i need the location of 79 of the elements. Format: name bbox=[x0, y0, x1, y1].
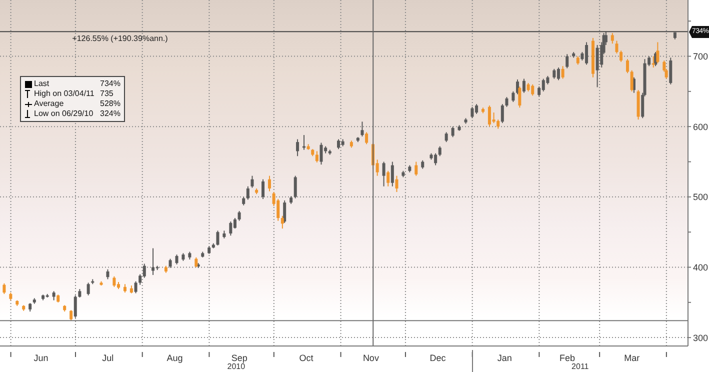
x-tick-label: Jan bbox=[497, 353, 512, 363]
candlestick bbox=[620, 50, 623, 62]
candlestick bbox=[512, 90, 515, 102]
candlestick bbox=[610, 32, 614, 44]
candlestick bbox=[556, 67, 560, 81]
candlestick bbox=[168, 258, 172, 268]
text: 2011 bbox=[570, 362, 590, 371]
annotation: Low on 06/29/10 324% bbox=[34, 109, 120, 119]
candlestick bbox=[52, 290, 56, 301]
candlestick bbox=[283, 200, 286, 224]
x-tick-label: Jun bbox=[34, 353, 48, 363]
candlestick bbox=[315, 150, 318, 163]
y-tick-label: 300 bbox=[693, 332, 708, 343]
x-tick-label: Aug bbox=[166, 353, 183, 363]
candlestick bbox=[444, 132, 448, 143]
candlestick bbox=[296, 138, 300, 157]
candlestick bbox=[268, 175, 271, 192]
candlestick bbox=[86, 282, 90, 296]
candlestick bbox=[500, 104, 504, 124]
candlestick bbox=[294, 175, 297, 199]
candlestick bbox=[216, 230, 220, 246]
candlestick bbox=[451, 126, 454, 138]
candlestick bbox=[238, 210, 241, 222]
candlestick bbox=[542, 78, 545, 92]
candlestick bbox=[175, 254, 178, 265]
candlestick bbox=[229, 221, 232, 236]
candlestick bbox=[596, 44, 599, 88]
x-tick-label: Mar bbox=[624, 353, 640, 363]
y-tick-label: 700 bbox=[693, 51, 708, 62]
candlestick bbox=[438, 146, 442, 157]
annotation: High on 03/04/11 735 bbox=[34, 89, 114, 99]
candlestick bbox=[280, 215, 284, 230]
text: 2010 bbox=[226, 362, 246, 371]
candlestick bbox=[531, 84, 534, 96]
candlestick bbox=[250, 175, 254, 188]
annotation: +126.55% (+190.39%ann.) bbox=[72, 34, 168, 43]
candlestick bbox=[470, 106, 474, 119]
x-tick-label: Nov bbox=[362, 353, 380, 363]
candlestick bbox=[390, 161, 394, 187]
text: Last 734% bbox=[34, 79, 120, 88]
x-tick-label: Sep bbox=[231, 353, 248, 363]
text: Average 528% bbox=[34, 99, 120, 108]
candlestick bbox=[386, 170, 390, 187]
candlestick bbox=[262, 178, 265, 200]
candlestick bbox=[2, 282, 6, 294]
x-tick-label: Jul bbox=[102, 353, 114, 363]
candlestick bbox=[615, 40, 618, 54]
candlestick bbox=[134, 280, 138, 294]
candlestick bbox=[233, 218, 236, 230]
x-tick-label: Feb bbox=[559, 353, 575, 363]
candlestick bbox=[566, 54, 569, 69]
candlestick bbox=[552, 68, 556, 80]
candlestick bbox=[152, 248, 155, 276]
candlestick bbox=[365, 132, 368, 145]
candlestick bbox=[496, 119, 500, 130]
candlestick bbox=[74, 294, 77, 318]
candlestick bbox=[70, 310, 73, 322]
candlestick bbox=[561, 66, 564, 80]
x-tick-label: Dec bbox=[430, 353, 446, 363]
candlestick bbox=[142, 263, 146, 278]
candlestick bbox=[112, 276, 116, 288]
y-tick-label: 400 bbox=[693, 262, 708, 272]
candlestick bbox=[414, 161, 418, 176]
candlestick bbox=[626, 58, 630, 74]
y-tick-label: 500 bbox=[693, 192, 708, 202]
candlestick bbox=[505, 96, 508, 108]
candlestick bbox=[360, 121, 364, 137]
candlestick bbox=[630, 70, 634, 92]
candlestick bbox=[320, 142, 323, 166]
candlestick bbox=[518, 86, 522, 108]
candlestick bbox=[246, 186, 250, 200]
x-tick-label: Oct bbox=[299, 353, 314, 363]
candlestick bbox=[522, 78, 526, 94]
candlestick bbox=[395, 175, 398, 192]
y-tick-label: 600 bbox=[693, 122, 708, 132]
candlestick bbox=[382, 161, 386, 187]
candlestick bbox=[656, 42, 660, 64]
candlestick bbox=[106, 268, 110, 280]
candlestick bbox=[669, 57, 672, 85]
